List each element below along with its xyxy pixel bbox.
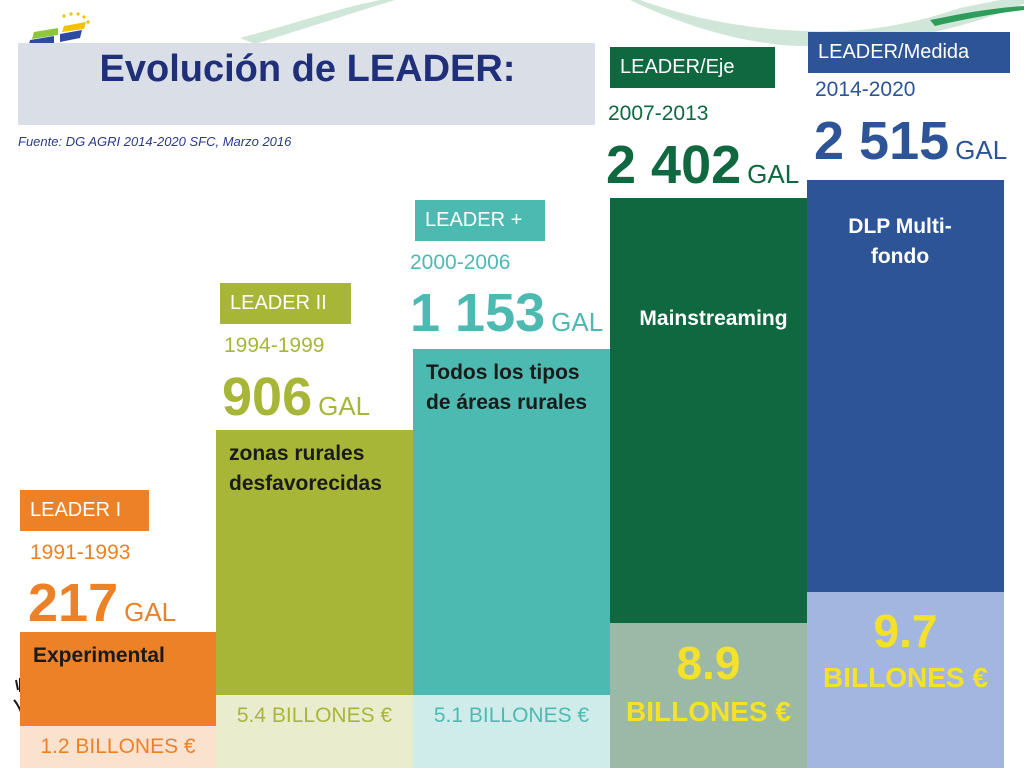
budget-block-leader-medida [807,592,1004,768]
period-years-leader-medida: 2014-2020 [815,78,916,101]
bar-leader-eje [610,198,807,623]
period-tag-leader-eje: LEADER/Eje [610,47,775,88]
period-tag-leader-plus: LEADER + [415,200,545,241]
period-years-leader-ii: 1994-1999 [224,334,325,357]
bar-leader-i [20,632,216,726]
budget-label-leader-plus: 5.1 BILLONES € [433,704,590,727]
gal-count-value: 906 [222,367,313,427]
period-years-leader-eje: 2007-2013 [608,102,709,125]
gal-count-leader-plus: 1 153 GAL [410,282,603,344]
gal-count-value: 2 402 [606,135,742,195]
bar-label-leader-ii: zonas rurales desfavorecidas [229,442,382,495]
gal-count-leader-medida: 2 515 GAL [814,110,1007,172]
budget-block-leader-eje [610,623,807,768]
gal-count-leader-eje: 2 402 GAL [606,134,799,196]
budget-value-leader-medida: 9.7 [873,605,938,657]
gal-count-leader-i: 217 GAL [28,572,176,634]
gal-count-value: 217 [28,573,119,633]
budget-label-leader-i: 1.2 BILLONES € [40,735,196,758]
gal-unit: GAL [318,391,371,421]
period-tag-leader-ii: LEADER II [220,283,351,324]
page-title: Evolución de LEADER: [99,48,516,90]
budget-unit-leader-medida: BILLONES € [823,662,988,693]
title-banner [18,43,595,125]
budget-block-leader-ii [216,695,413,768]
bar-leader-plus [413,349,610,695]
gal-unit: GAL [551,307,604,337]
budget-label-leader-ii: 5.4 BILLONES € [236,704,393,727]
bar-leader-ii [216,430,413,695]
bar-label-leader-medida: DLP Multi-fondo [848,215,952,268]
bar-label-leader-i: Experimental [33,644,165,667]
gal-unit: GAL [955,135,1008,165]
bar-label-leader-eje: Mainstreaming [639,307,788,330]
budget-block-leader-i [20,726,216,768]
source-note: Fuente: DG AGRI 2014-2020 SFC, Marzo 201… [18,134,292,149]
gal-count-value: 2 515 [814,111,950,171]
header-swoosh-decoration [240,0,1024,47]
gal-unit: GAL [747,159,800,189]
budget-unit-leader-eje: BILLONES € [626,696,791,727]
period-tag-leader-i: LEADER I [20,490,149,531]
period-tag-leader-medida: LEADER/Medida [808,32,1010,73]
gal-unit: GAL [124,597,177,627]
gal-count-value: 1 153 [410,283,546,343]
bar-leader-medida [807,180,1004,592]
bar-label-leader-plus: Todos los tipos de áreas rurales [426,361,588,414]
budget-value-leader-eje: 8.9 [676,637,741,689]
period-years-leader-plus: 2000-2006 [410,251,511,274]
period-years-leader-i: 1991-1993 [30,541,131,564]
gal-count-leader-ii: 906 GAL [222,366,370,428]
budget-block-leader-plus [413,695,610,768]
